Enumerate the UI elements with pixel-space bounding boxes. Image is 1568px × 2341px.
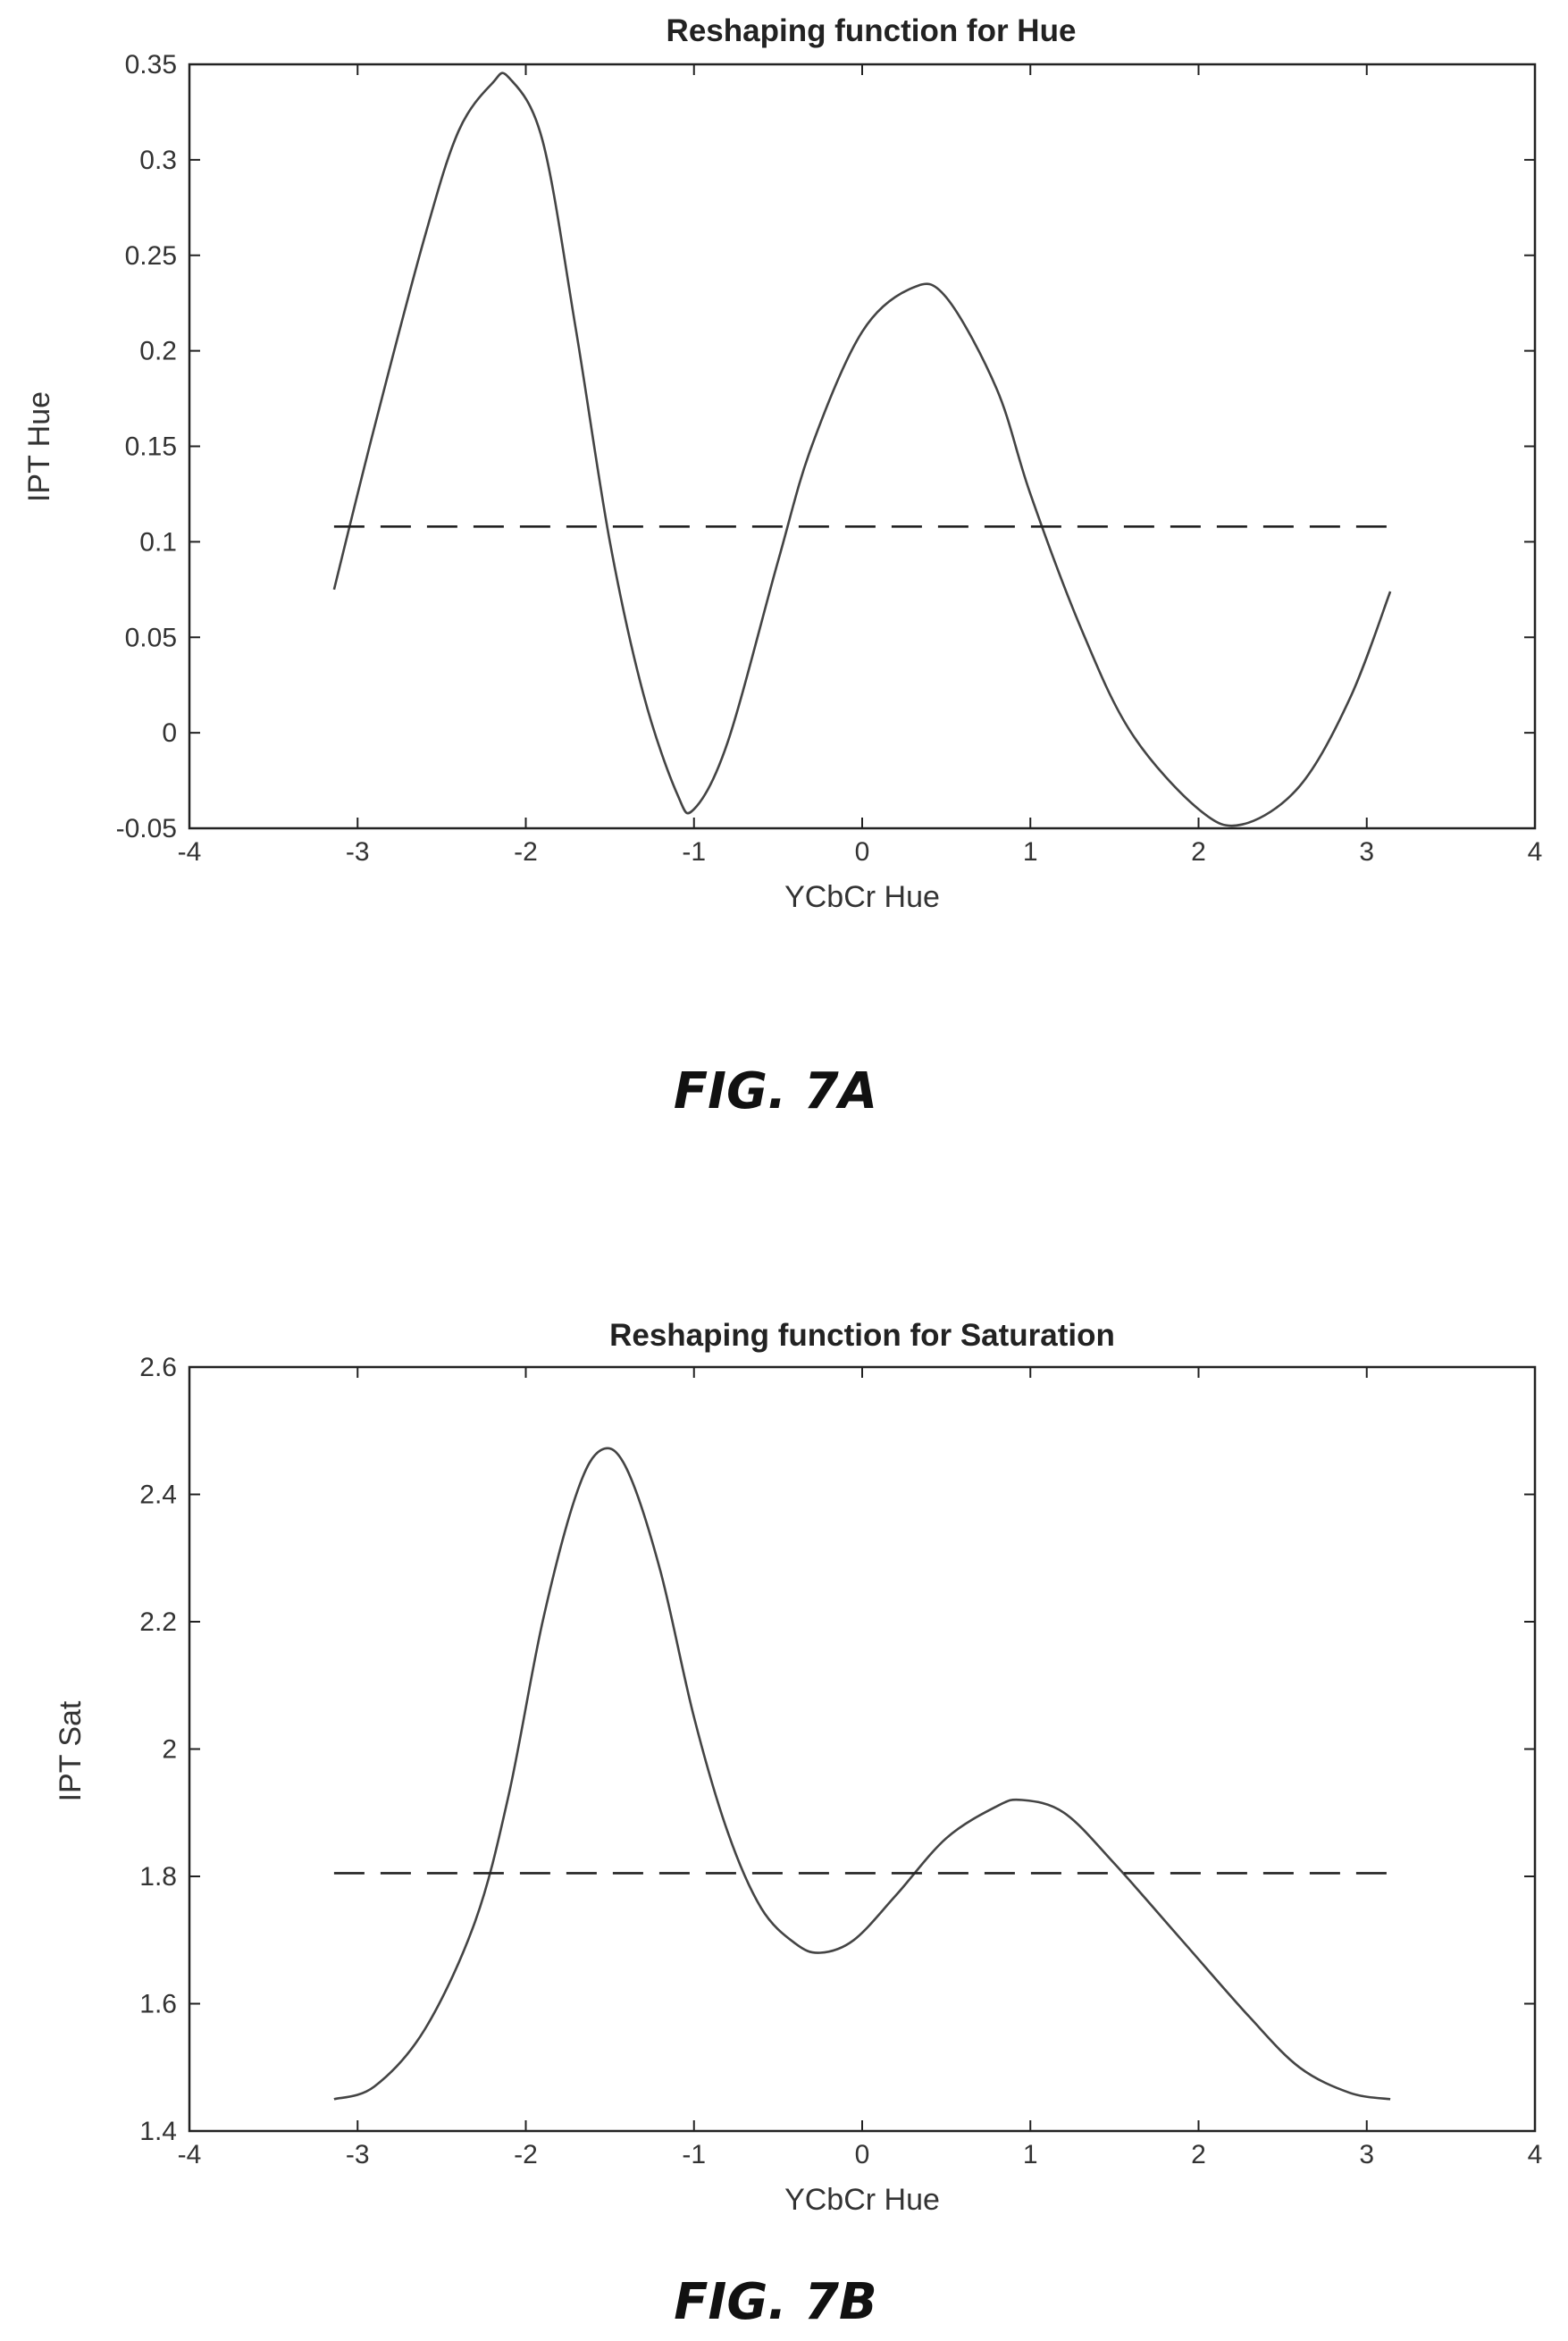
x-tick-label: 0 xyxy=(855,837,870,867)
reshaping-curve xyxy=(332,71,1392,827)
x-tick-label: 2 xyxy=(1191,837,1206,867)
y-tick-label: 0.05 xyxy=(125,623,177,652)
y-axis-label: IPT Hue xyxy=(22,391,56,502)
x-axis-label: YCbCr Hue xyxy=(784,880,940,914)
chart-title: Reshaping function for Hue xyxy=(667,13,1077,48)
figure-caption: FIG. 7B xyxy=(674,2273,876,2331)
y-tick-label: 1.6 xyxy=(139,1990,177,2019)
x-tick-label: 1 xyxy=(1023,837,1038,867)
figure-caption: FIG. 7A xyxy=(674,1062,877,1120)
series-layer xyxy=(332,71,1392,827)
y-tick-label: 2.2 xyxy=(139,1607,177,1637)
chart-title: Reshaping function for Saturation xyxy=(609,1318,1115,1353)
x-axis: -4 -3 -2 -1 0 1 2 3 4 xyxy=(178,64,1543,867)
y-axis: -0.05 0 0.05 0.1 0.15 0.2 0.25 0.3 0.35 xyxy=(116,50,1535,843)
y-tick-label: 1.8 xyxy=(139,1862,177,1892)
x-tick-label: 3 xyxy=(1359,837,1374,867)
reshaping-curve xyxy=(333,1447,1391,2101)
y-tick-label: 0.25 xyxy=(125,241,177,271)
y-tick-label: 2 xyxy=(162,1735,177,1765)
x-axis-label: YCbCr Hue xyxy=(784,2183,940,2217)
hue-chart: Reshaping function for Hue -4 -3 -2 -1 0 1 2 3 4… xyxy=(22,13,1542,1120)
x-axis: -4 -3 -2 -1 0 1 2 3 4 xyxy=(178,1367,1543,2169)
plot-frame xyxy=(188,1365,1537,2133)
x-tick-label: -2 xyxy=(514,2140,538,2169)
x-tick-label: 4 xyxy=(1528,2140,1543,2169)
plot-frame xyxy=(188,63,1537,830)
y-tick-label: 0 xyxy=(162,718,177,748)
x-tick-label: -1 xyxy=(682,837,706,867)
y-tick-label: 0.2 xyxy=(139,337,177,366)
x-tick-label: -4 xyxy=(178,2140,202,2169)
x-tick-label: -1 xyxy=(682,2140,706,2169)
x-tick-label: 1 xyxy=(1023,2140,1038,2169)
x-tick-label: 3 xyxy=(1359,2140,1374,2169)
x-tick-label: -4 xyxy=(178,837,202,867)
y-axis: 1.4 1.6 1.8 2 2.2 2.4 2.6 xyxy=(139,1353,1535,2146)
y-tick-label: 0.1 xyxy=(139,527,177,557)
y-tick-label: 0.35 xyxy=(125,50,177,80)
saturation-chart: Reshaping function for Saturation -4 -3 -2… xyxy=(54,1318,1542,2331)
x-tick-label: -3 xyxy=(346,837,370,867)
y-tick-label: 2.4 xyxy=(139,1481,177,1510)
y-tick-label: 2.6 xyxy=(139,1353,177,1382)
y-tick-label: 1.4 xyxy=(139,2117,177,2146)
series-layer xyxy=(333,1447,1391,2101)
x-tick-label: -3 xyxy=(346,2140,370,2169)
y-axis-label: IPT Sat xyxy=(54,1700,88,1801)
y-tick-label: 0.15 xyxy=(125,432,177,462)
y-tick-label: 0.3 xyxy=(139,146,177,175)
x-tick-label: 0 xyxy=(855,2140,870,2169)
x-tick-label: 2 xyxy=(1191,2140,1206,2169)
y-tick-label: -0.05 xyxy=(116,814,177,843)
x-tick-label: -2 xyxy=(514,837,538,867)
x-tick-label: 4 xyxy=(1528,837,1543,867)
